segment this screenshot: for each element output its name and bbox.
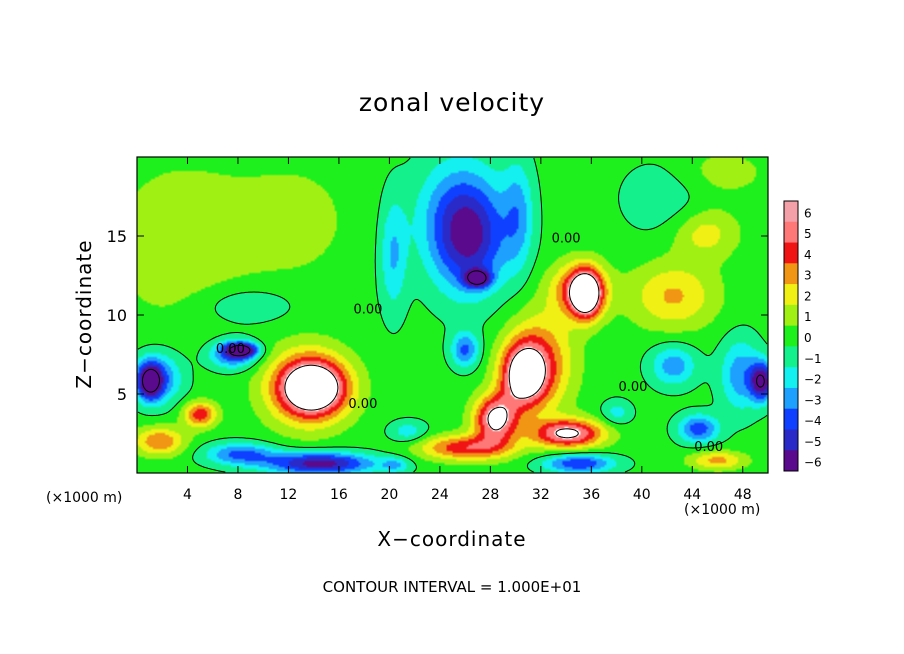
contour-interval-note: CONTOUR INTERVAL = 1.000E+01 [322,578,582,596]
colorbar-tick-10: −4 [804,414,822,428]
y-axis-ticks: 5 10 15 [107,227,768,404]
y-tick-label-2: 15 [107,227,127,246]
contour-label-2: 0.00 [552,231,581,246]
colorbar-tick-12: −6 [804,456,822,470]
colorbar: 6 5 4 3 2 1 0 −1 −2 −3 −4 −5 −6 [783,200,822,472]
contour-label-4: 0.00 [618,380,647,395]
x-tick-label-3: 16 [330,487,348,503]
colorbar-band-5 [784,304,798,327]
contour-label-0: 0.00 [216,342,245,357]
x-unit-left: (×1000 m) [46,490,123,506]
colorbar-frame [783,200,799,472]
colorbar-tick-0: 6 [804,206,812,220]
colorbar-band-7 [784,346,798,368]
colorbar-tick-1: 5 [804,227,812,241]
colorbar-tick-6: 0 [804,331,812,345]
colorbar-band-9 [784,387,798,410]
contour-lines [137,157,768,473]
colorbar-tick-9: −3 [804,393,822,407]
colorbar-tick-11: −5 [804,435,822,449]
x-tick-label-9: 40 [633,487,651,503]
colorbar-tick-4: 2 [804,289,812,303]
y-tick-label-1: 10 [107,306,127,325]
y-tick-label-0: 5 [117,385,127,404]
colorbar-band-2 [784,242,798,264]
colorbar-tick-3: 3 [804,269,812,283]
x-tick-label-8: 36 [582,487,600,503]
x-tick-label-2: 12 [280,487,298,503]
chart-title: zonal velocity [358,88,546,117]
velocity-field [137,157,768,473]
x-tick-label-4: 20 [380,487,398,503]
colorbar-tick-5: 1 [804,310,812,324]
contour-negative [141,270,765,393]
x-tick-label-0: 4 [183,487,192,503]
contour-positive [284,273,600,439]
contour-label-group: 0.00 0.00 0.00 0.00 0.00 0.00 [216,231,723,455]
colorbar-band-1 [784,221,798,244]
contour-zero [137,157,768,473]
x-axis-label: X−coordinate [377,527,527,551]
contour-label-1: 0.00 [353,302,382,317]
x-tick-label-10: 44 [683,487,701,503]
colorbar-band-3 [784,263,798,285]
x-unit-right: (×1000 m) [684,502,761,518]
colorbar-band-12 [784,450,798,472]
colorbar-band-4 [784,284,798,306]
colorbar-band-0 [784,201,798,223]
colorbar-tick-2: 4 [804,248,812,262]
x-tick-label-11: 48 [734,487,752,503]
x-tick-label-6: 28 [481,487,499,503]
y-axis-label: Z−coordinate [72,239,96,389]
colorbar-band-10 [784,408,798,430]
x-tick-label-1: 8 [233,487,242,503]
contour-label-5: 0.00 [694,440,723,455]
colorbar-band-6 [784,325,798,347]
x-tick-label-7: 32 [532,487,550,503]
x-axis-ticks: 4 8 12 16 20 24 28 32 36 40 44 48 [183,157,752,503]
contour-label-3: 0.00 [348,397,377,412]
colorbar-band-11 [784,429,798,451]
colorbar-tick-8: −2 [804,373,822,387]
colorbar-band-8 [784,367,798,389]
x-tick-label-5: 24 [431,487,449,503]
colorbar-tick-7: −1 [804,352,822,366]
